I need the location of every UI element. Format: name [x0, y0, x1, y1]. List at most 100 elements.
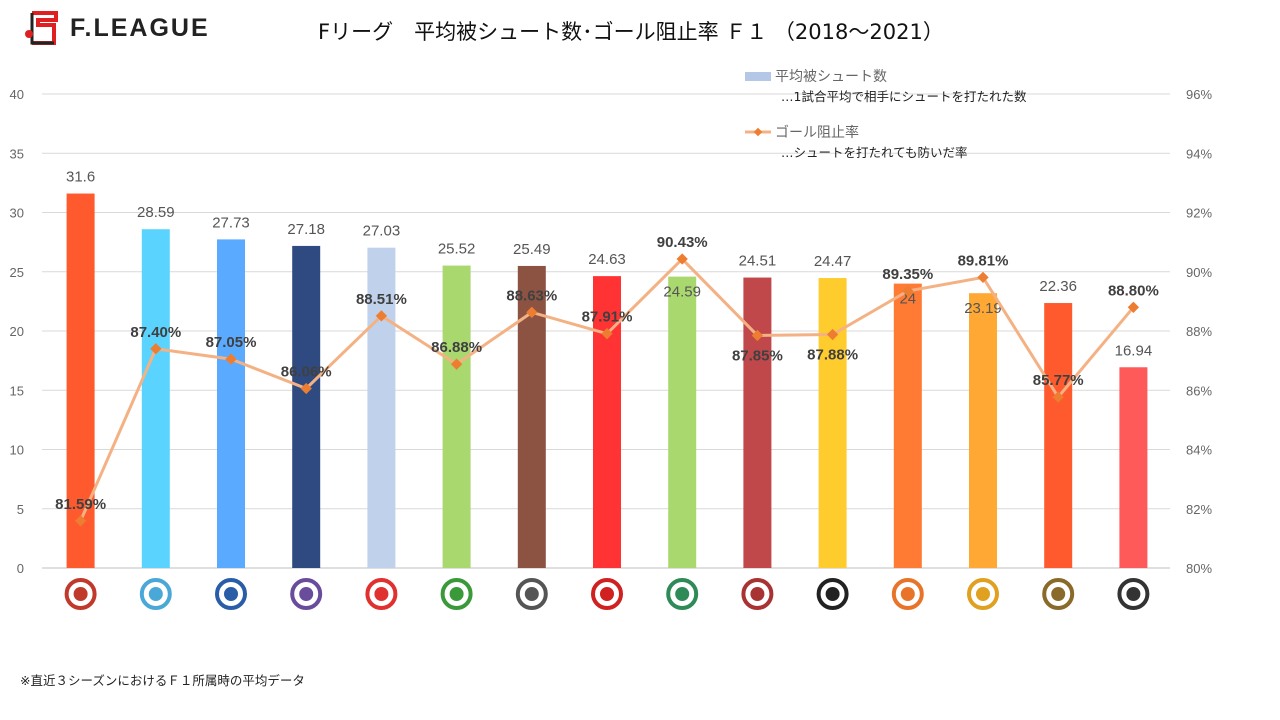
team-logo-emblem-icon [600, 587, 614, 601]
rate-marker [375, 310, 388, 322]
rate-marker [225, 353, 237, 365]
team-logo-emblem-icon [1126, 587, 1141, 601]
rate-value-label: 87.05% [206, 334, 257, 351]
rate-value-label: 87.85% [732, 347, 783, 364]
rate-marker [300, 382, 312, 395]
legend-line-swatch [745, 127, 771, 137]
rate-marker [450, 358, 463, 370]
rate-value-label: 87.88% [807, 347, 858, 364]
rate-marker [977, 271, 989, 284]
team-logo-emblem-icon [374, 587, 389, 601]
bar-value-label: 25.49 [513, 241, 551, 258]
rate-value-label: 88.51% [356, 291, 407, 308]
y-right-tick-label: 94% [1186, 146, 1212, 161]
bar-value-label: 24.47 [814, 253, 852, 270]
rate-value-label: 86.88% [431, 339, 482, 356]
rate-value-label: 89.35% [882, 266, 933, 283]
y-right-tick-label: 84% [1186, 443, 1212, 458]
y-left-tick-label: 40 [10, 87, 24, 102]
bar [668, 276, 697, 568]
chart-title: Fリーグ 平均被シュート数･ゴール阻止率 Ｆ１ （2018〜2021） [318, 20, 944, 44]
bar [1044, 303, 1073, 568]
bar [893, 283, 922, 568]
rate-marker [1052, 391, 1064, 403]
rate-value-label: 90.43% [657, 234, 708, 251]
rate-marker [751, 329, 764, 342]
bar-value-label: 28.59 [137, 204, 175, 221]
y-left-tick-label: 15 [10, 383, 24, 398]
y-left-tick-label: 10 [10, 443, 24, 458]
team-logo-emblem-icon [976, 587, 990, 601]
bar [1119, 367, 1148, 568]
bar [818, 278, 847, 568]
rate-value-label: 87.40% [130, 324, 181, 341]
rate-marker [826, 328, 839, 341]
team-logo-emblem-icon [449, 587, 464, 601]
y-right-tick-label: 86% [1186, 383, 1212, 398]
bar-value-label: 27.03 [363, 223, 401, 240]
y-right-tick-label: 96% [1186, 87, 1212, 102]
bar-value-label: 16.94 [1115, 342, 1153, 359]
bar-value-label: 27.18 [287, 221, 325, 238]
team-logo-emblem-icon [524, 587, 539, 601]
y-right-tick-label: 80% [1186, 561, 1212, 576]
team-logo-emblem-icon [750, 587, 765, 601]
rate-value-label: 89.81% [958, 252, 1009, 269]
rate-value-label: 85.77% [1033, 372, 1084, 389]
y-left-tick-label: 30 [10, 206, 24, 221]
bar-value-label: 27.73 [212, 214, 250, 231]
y-right-tick-label: 82% [1186, 502, 1212, 517]
rate-value-label: 88.80% [1108, 282, 1159, 299]
bar [217, 239, 245, 568]
team-logo-emblem-icon [224, 587, 238, 601]
f-league-logo: F.LEAGUE [24, 10, 210, 46]
team-logo-emblem-icon [299, 587, 314, 601]
logo-text: F.LEAGUE [70, 13, 210, 42]
bar-value-label: 24.59 [663, 284, 701, 301]
y-right-tick-label: 90% [1186, 265, 1212, 280]
rate-marker [676, 253, 688, 265]
legend-item-bar: 平均被シュート数 [745, 66, 1026, 86]
bar-value-label: 24.51 [739, 253, 777, 270]
y-left-tick-label: 0 [17, 561, 24, 576]
bar-value-label: 31.6 [66, 169, 95, 186]
bar [442, 265, 471, 568]
bar-value-label: 23.19 [964, 300, 1002, 317]
rate-marker [526, 306, 538, 318]
rate-marker [150, 343, 162, 355]
legend-item-line: ゴール阻止率 [745, 122, 1026, 142]
bar [969, 293, 997, 568]
y-left-tick-label: 25 [10, 265, 24, 280]
bar [743, 277, 772, 568]
rate-marker [601, 328, 613, 340]
footnote: ※直近３シーズンにおけるＦ１所属時の平均データ [20, 673, 305, 688]
rate-marker [902, 285, 914, 297]
rate-value-label: 87.91% [582, 309, 633, 326]
team-logo-emblem-icon [1051, 587, 1066, 601]
legend-bar-label: 平均被シュート数 [775, 69, 887, 85]
rate-marker [1127, 301, 1140, 313]
bar-value-label: 22.36 [1039, 278, 1077, 295]
team-logo-emblem-icon [148, 587, 163, 601]
team-logo-emblem-icon [825, 587, 840, 601]
y-left-tick-label: 35 [10, 146, 24, 161]
legend: 平均被シュート数 …1試合平均で相手にシュートを打たれた数 ゴール阻止率 …シュ… [745, 66, 1026, 164]
bar [367, 247, 396, 568]
team-logo-emblem-icon [900, 587, 915, 601]
f-league-mark-icon [25, 11, 58, 45]
y-left-tick-label: 5 [17, 502, 24, 517]
bar-value-label: 24.63 [588, 251, 626, 268]
y-right-tick-label: 88% [1186, 324, 1212, 339]
y-left-tick-label: 20 [10, 324, 24, 339]
team-logo-emblem-icon [73, 587, 88, 601]
rate-value-label: 88.63% [506, 287, 557, 304]
rate-value-label: 86.06% [281, 363, 332, 380]
rate-value-label: 81.59% [55, 496, 106, 513]
bar [141, 229, 170, 568]
bar-value-label: 25.52 [438, 241, 476, 258]
y-right-tick-label: 92% [1186, 206, 1212, 221]
legend-line-label: ゴール阻止率 [775, 125, 859, 141]
bar [292, 245, 321, 569]
team-logo-emblem-icon [675, 587, 690, 601]
